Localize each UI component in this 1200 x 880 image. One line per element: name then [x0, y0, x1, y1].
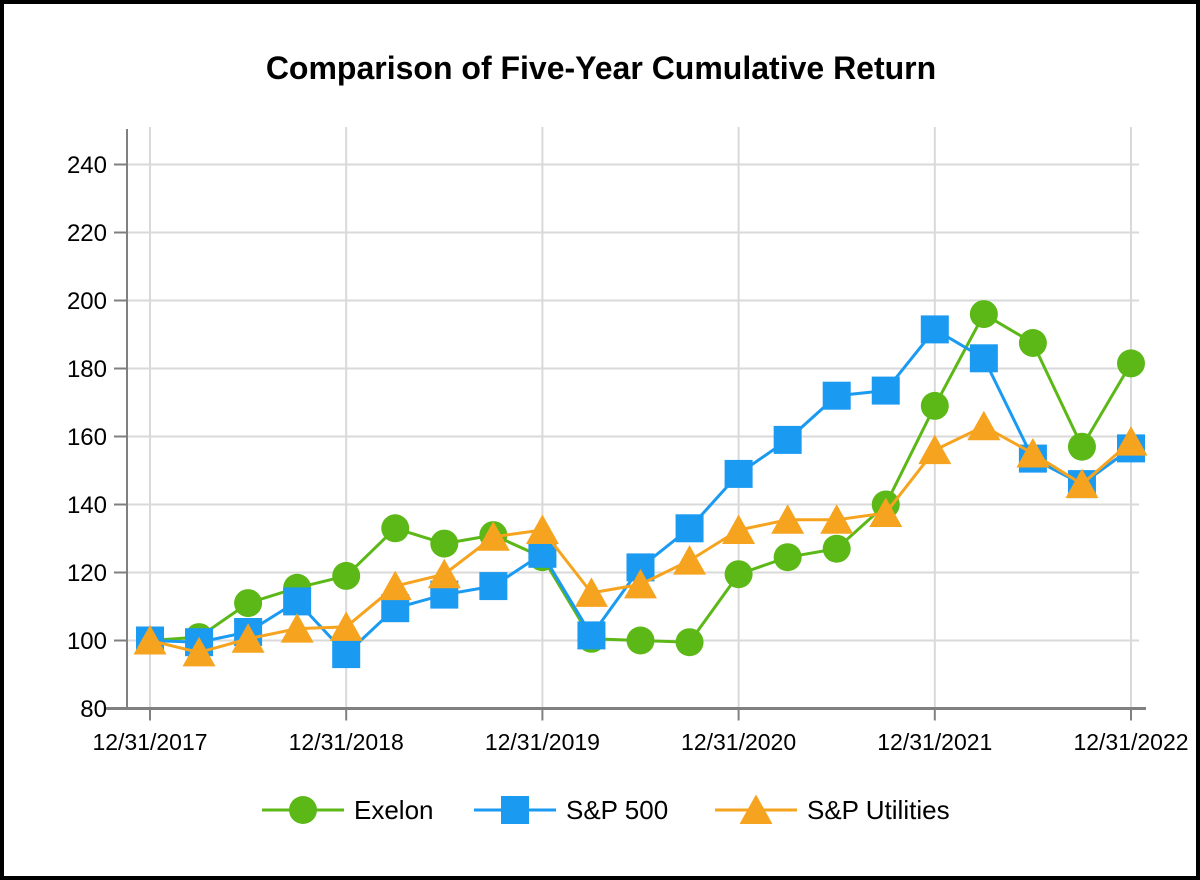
point-exelon-6-30-2020	[626, 626, 655, 655]
point-exelon-9-30-2020	[675, 628, 704, 657]
legend-label-exelon: Exelon	[354, 795, 434, 825]
point-s-p-500-12-31-2020	[724, 459, 753, 488]
x-tick-label-12-31-2021: 12/31/2021	[877, 729, 992, 755]
series-s-p-utilities	[133, 410, 1148, 667]
point-s-p-500-3-31-2022	[969, 344, 998, 373]
point-s-p-utilities-6-30-2020	[624, 568, 657, 599]
point-exelon-6-30-2021	[822, 534, 851, 563]
legend-label-s-p-utilities: S&P Utilities	[807, 795, 950, 825]
point-s-p-500-3-31-2020	[577, 621, 606, 650]
point-s-p-utilities-6-30-2018	[231, 623, 265, 653]
x-tick-label-12-31-2017: 12/31/2017	[92, 729, 207, 755]
point-s-p-utilities-9-30-2018	[280, 613, 314, 643]
x-tick-label-12-31-2020: 12/31/2020	[681, 729, 796, 755]
legend: Exelon S&P 500 S&P Utilities	[262, 794, 950, 825]
point-s-p-utilities-12-31-2018	[329, 611, 363, 641]
point-s-p-500-12-31-2018	[332, 640, 361, 669]
x-tick-label-12-31-2019: 12/31/2019	[485, 729, 600, 755]
axis-labels: 80 100 120 140 160 180 200 220 240 12/31/2017 12/3…	[67, 152, 1189, 755]
y-tick-label-120: 120	[67, 560, 107, 587]
point-s-p-utilities-12-31-2020	[722, 514, 756, 544]
legend-item-s-p-500: S&P 500	[474, 795, 668, 825]
x-tick-label-12-31-2022: 12/31/2022	[1073, 729, 1188, 755]
legend-label-s-p-500: S&P 500	[566, 795, 668, 825]
point-s-p-utilities-12-31-2019	[525, 514, 559, 544]
y-tick-label-220: 220	[67, 220, 107, 247]
legend-marker-exelon	[289, 796, 317, 824]
y-tick-label-100: 100	[67, 628, 107, 655]
legend-item-exelon: Exelon	[262, 795, 434, 825]
cumulative-return-line-chart: 80 100 120 140 160 180 200 220 240 12/31/2017 12/3…	[67, 127, 1189, 825]
point-s-p-utilities-9-30-2022	[1065, 468, 1099, 499]
point-s-p-utilities-6-30-2021	[820, 504, 854, 534]
series-layer	[133, 300, 1148, 669]
point-s-p-utilities-6-30-2022	[1016, 438, 1050, 468]
point-s-p-utilities-3-31-2019	[378, 570, 412, 601]
point-s-p-utilities-3-31-2020	[574, 577, 608, 607]
legend-marker-s-p-utilities	[739, 794, 773, 824]
point-s-p-utilities-12-31-2021	[918, 434, 952, 465]
legend-item-s-p-utilities: S&P Utilities	[715, 794, 950, 825]
axes	[104, 129, 1146, 721]
point-s-p-500-6-30-2021	[822, 381, 851, 410]
y-tick-label-200: 200	[67, 288, 107, 315]
point-s-p-utilities-9-30-2021	[869, 497, 903, 527]
y-tick-label-80: 80	[80, 696, 107, 723]
point-exelon-9-30-2022	[1067, 432, 1096, 461]
point-exelon-12-31-2018	[332, 561, 361, 590]
point-exelon-6-30-2022	[1018, 329, 1047, 357]
point-exelon-3-31-2022	[969, 300, 998, 329]
point-exelon-12-31-2022	[1117, 349, 1145, 378]
y-tick-label-140: 140	[67, 492, 107, 519]
point-s-p-500-12-31-2019	[528, 539, 557, 568]
point-s-p-utilities-3-31-2018	[182, 636, 216, 667]
point-s-p-500-3-31-2021	[773, 425, 802, 454]
legend-marker-s-p-500	[501, 796, 529, 824]
point-s-p-utilities-9-30-2019	[476, 521, 510, 551]
point-exelon-3-31-2019	[381, 514, 410, 543]
point-s-p-500-9-30-2020	[675, 514, 704, 543]
y-tick-label-160: 160	[67, 424, 107, 451]
point-exelon-6-30-2019	[430, 529, 459, 558]
y-tick-label-240: 240	[67, 152, 107, 179]
point-exelon-12-31-2020	[724, 560, 753, 589]
point-exelon-12-31-2021	[920, 391, 949, 420]
point-s-p-500-9-30-2021	[871, 376, 900, 405]
point-s-p-utilities-12-31-2022	[1114, 426, 1148, 456]
point-exelon-6-30-2018	[234, 589, 263, 618]
point-s-p-utilities-3-31-2021	[771, 504, 805, 534]
point-exelon-3-31-2021	[773, 543, 802, 572]
point-s-p-utilities-12-31-2017	[133, 625, 167, 655]
point-s-p-utilities-3-31-2022	[967, 410, 1001, 441]
x-tick-label-12-31-2018: 12/31/2018	[289, 729, 404, 755]
y-tick-label-180: 180	[67, 356, 107, 383]
point-s-p-utilities-9-30-2020	[673, 545, 707, 575]
point-s-p-500-9-30-2019	[479, 572, 508, 601]
point-s-p-500-12-31-2021	[920, 315, 949, 344]
point-s-p-500-9-30-2018	[283, 587, 312, 616]
point-s-p-utilities-6-30-2019	[427, 558, 461, 589]
